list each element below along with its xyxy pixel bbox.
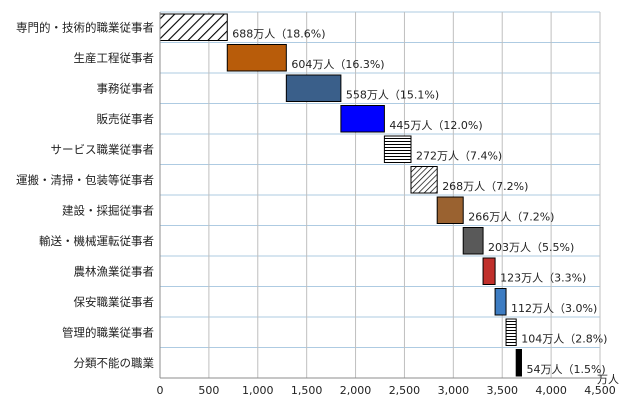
- bar: [410, 166, 438, 194]
- x-tick-label: 1,000: [242, 384, 274, 397]
- data-label: 604万人（16.3%): [291, 58, 384, 71]
- category-labels: 専門的・技術的職業従事者生産工程従事者事務従事者販売従事者サービス職業従事者運搬…: [16, 20, 154, 370]
- data-label: 123万人（3.3%): [500, 271, 586, 284]
- bar: [436, 196, 464, 224]
- data-label: 272万人（7.4%): [416, 149, 502, 162]
- category-label: 生産工程従事者: [74, 51, 155, 65]
- category-label: 専門的・技術的職業従事者: [16, 20, 154, 34]
- data-label: 112万人（3.0%): [511, 302, 597, 315]
- bar: [494, 288, 507, 316]
- category-label: 建設・採掘従事者: [62, 203, 154, 217]
- bar: [515, 349, 522, 377]
- x-tick-label: 0: [157, 384, 164, 397]
- x-axis: 0 500 1,000 1,500 2,000 2,500 3,000 3,500 4,000 4…: [157, 12, 619, 397]
- x-unit-label: 万人: [597, 373, 619, 386]
- data-label: 445万人（12.0%): [389, 119, 482, 132]
- category-label: 事務従事者: [97, 81, 155, 95]
- bar: [285, 74, 342, 102]
- data-labels: 688万人（18.6%) 604万人（16.3%) 558万人（15.1%) 445万…: [232, 27, 607, 376]
- category-label: 農林漁業従事者: [74, 264, 155, 278]
- x-tick-label: 3,500: [486, 384, 518, 397]
- data-label: 203万人（5.5%): [488, 241, 574, 254]
- data-label: 688万人（18.6%): [232, 27, 325, 40]
- x-tick-label: 500: [198, 384, 219, 397]
- x-tick-label: 4,000: [535, 384, 567, 397]
- category-label: 販売従事者: [97, 112, 155, 126]
- category-label: 輸送・機械運転従事者: [39, 234, 154, 248]
- data-label: 104万人（2.8%): [521, 332, 607, 345]
- data-label: 558万人（15.1%): [346, 88, 439, 101]
- bar: [383, 135, 412, 163]
- bar: [482, 257, 496, 285]
- category-label: 管理的職業従事者: [62, 325, 154, 339]
- bar: [340, 105, 385, 133]
- bar: [159, 13, 228, 41]
- category-label: 保安職業従事者: [74, 295, 155, 309]
- x-tick-label: 3,000: [438, 384, 470, 397]
- bars: [159, 13, 522, 377]
- category-label: サービス職業従事者: [51, 142, 155, 156]
- x-tick-label: 4,500: [584, 384, 616, 397]
- bar: [505, 318, 517, 346]
- x-tick-label: 2,000: [340, 384, 372, 397]
- category-label: 分類不能の職業: [74, 356, 155, 370]
- data-label: 266万人（7.2%): [468, 210, 554, 223]
- data-label: 54万人（1.5%): [526, 363, 605, 376]
- x-tick-label: 1,500: [291, 384, 323, 397]
- category-label: 運搬・清掃・包装等従事者: [16, 173, 154, 187]
- x-tick-label: 2,500: [389, 384, 421, 397]
- bar: [462, 227, 484, 255]
- data-label: 268万人（7.2%): [442, 180, 528, 193]
- bar: [226, 44, 287, 72]
